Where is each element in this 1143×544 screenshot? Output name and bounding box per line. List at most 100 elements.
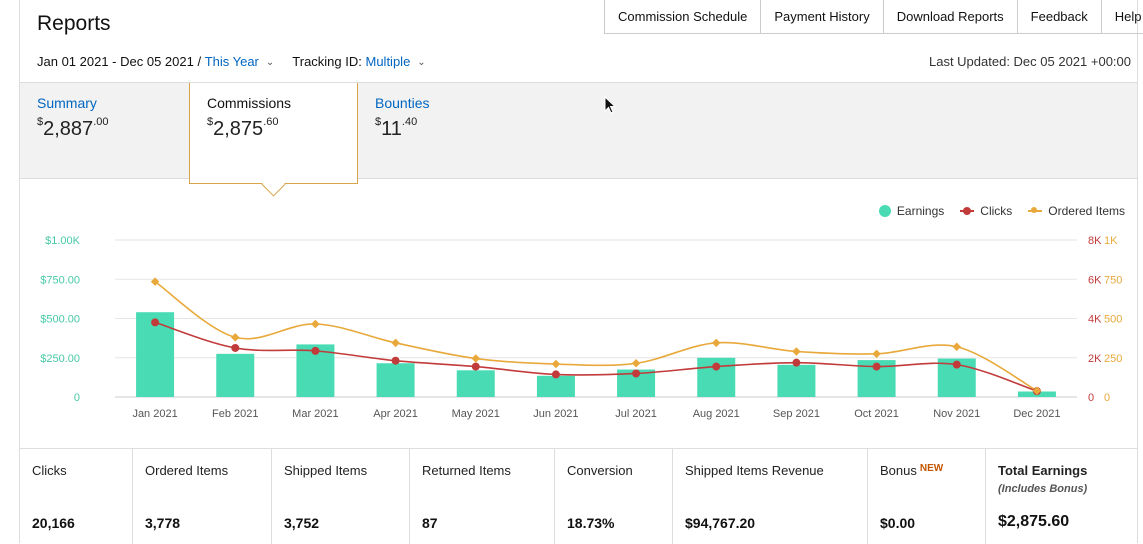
legend-ordered-items[interactable]: Ordered Items [1028,204,1125,218]
legend-clicks[interactable]: Clicks [960,204,1012,218]
stats-row: Clicks 20,166 Ordered Items 3,778 Shipped … [20,448,1137,544]
new-badge: NEW [919,463,944,474]
y-right-tick-label: 8K [1088,235,1102,247]
x-tick-label: Aug 2021 [693,408,740,420]
x-tick-label: Jan 2021 [132,408,177,420]
y-right-tick-label: 0 [1088,392,1094,404]
earnings-swatch-icon [878,205,891,217]
summary-tabs: Summary $2,887.00 Commissions $2,875.60 … [20,82,1137,197]
y-right-tick-label: 6K [1088,274,1102,286]
y-right-outer-tick-label: 0 [1104,392,1110,404]
stat-clicks: Clicks 20,166 [20,449,133,544]
earnings-bar [777,364,816,397]
tab-bounties[interactable]: Bounties $11.40 [358,83,527,178]
stat-shipped-items: Shipped Items 3,752 [272,449,410,544]
filter-bar: Jan 01 2021 - Dec 05 2021 / This Year ⌄ … [37,54,426,69]
tab-bounties-value: $11.40 [375,116,418,140]
earnings-chart: Earnings Clicks Ordered Items 0 0 0 $250.00… [20,178,1137,448]
ordered-items-point [1032,386,1042,395]
x-tick-label: Sep 2021 [773,408,820,420]
commission-schedule-button[interactable]: Commission Schedule [605,0,762,33]
y-right-tick-label: 4K [1088,314,1102,326]
ordered-items-point [551,359,561,369]
download-reports-button[interactable]: Download Reports [884,0,1018,33]
x-tick-label: Dec 2021 [1013,408,1060,420]
ordered-items-point [952,342,961,352]
tab-commissions-label: Commissions [207,95,292,111]
ordered-items-point [231,333,240,342]
tab-summary-label: Summary [37,95,97,111]
legend-earnings[interactable]: Earnings [878,204,944,218]
clicks-point [311,346,320,355]
earnings-bar [376,363,415,397]
stat-total-earnings: Total Earnings (Includes Bonus) $2,875.6… [986,449,1137,544]
x-tick-label: Jul 2021 [615,408,657,420]
x-tick-label: Oct 2021 [854,408,899,420]
clicks-point [151,318,160,327]
tab-commissions-value: $2,875.60 [207,116,279,140]
x-tick-label: Feb 2021 [212,408,258,420]
payment-history-button[interactable]: Payment History [761,0,884,33]
tracking-id-dropdown[interactable]: Multiple [365,54,411,69]
clicks-point [792,358,801,367]
clicks-line [154,321,1038,392]
chevron-down-icon[interactable]: ⌄ [417,57,426,68]
period-dropdown[interactable]: This Year [204,54,259,69]
y-left-tick-label: $750.00 [40,274,80,286]
tracking-id-label: Tracking ID: [292,54,362,69]
clicks-point [632,369,641,378]
clicks-point [551,370,560,379]
help-button[interactable]: Help [1114,9,1142,24]
y-right-outer-tick-label: 1K [1104,235,1118,247]
x-tick-label: May 2021 [452,408,500,420]
ordered-items-swatch-icon [1028,205,1043,215]
tab-summary-value: $2,887.00 [37,116,109,140]
y-right-outer-tick-label: 750 [1104,274,1122,286]
earnings-bar [216,353,255,397]
page-title: Reports [37,12,111,35]
ordered-items-point [311,319,320,329]
tab-commissions[interactable]: Commissions $2,875.60 [189,83,358,197]
clicks-point [712,362,721,371]
feedback-button[interactable]: Feedback [1018,0,1102,33]
y-right-outer-tick-label: 500 [1104,314,1122,326]
date-range-text: Jan 01 2021 - Dec 05 2021 / [37,54,202,69]
stat-ordered-items: Ordered Items 3,778 [133,449,272,544]
y-left-tick-label: $250.00 [40,353,80,365]
clicks-point [952,360,961,369]
stat-conversion: Conversion 18.73% [555,449,673,544]
ordered-items-point [872,349,881,359]
earnings-bar [536,375,575,397]
chart-svg: 0 0 0$250.00 2K 250$500.00 4K 500$750.00 6K 750$… [40,235,1122,420]
stat-shipped-revenue: Shipped Items Revenue $94,767.20 [673,449,868,544]
x-tick-label: Mar 2021 [292,408,338,420]
clicks-swatch-icon [960,207,975,215]
y-left-tick-label: $1.00K [45,235,81,247]
earnings-bar [456,370,495,397]
clicks-point [471,362,480,371]
ordered-items-point [792,347,801,356]
y-left-tick-label: 0 [74,392,80,404]
x-tick-label: Nov 2021 [933,408,980,420]
clicks-point [872,362,881,371]
y-left-tick-label: $500.00 [40,314,80,326]
ordered-items-point [712,338,721,348]
chevron-down-icon[interactable]: ⌄ [265,57,275,68]
ordered-items-point [471,354,480,363]
clicks-point [391,356,400,365]
stat-returned-items: Returned Items 87 [410,449,555,544]
reports-panel: Reports Commission Schedule Payment Hist… [19,0,1143,544]
ordered-items-line [154,280,1038,392]
chart-legend: Earnings Clicks Ordered Items [878,204,1125,218]
tab-summary[interactable]: Summary $2,887.00 [20,83,189,178]
x-tick-label: Apr 2021 [373,408,418,420]
clicks-point [231,343,240,352]
tab-bounties-label: Bounties [375,95,430,111]
stat-bonus: Bonus NEW $0.00 [868,449,986,544]
ordered-items-point [391,338,400,348]
last-updated: Last Updated: Dec 05 2021 +00:00 [928,54,1131,69]
ordered-items-point [631,359,641,368]
y-right-outer-tick-label: 250 [1104,353,1122,365]
mouse-cursor-icon [604,96,616,114]
y-right-tick-label: 2K [1088,353,1102,365]
